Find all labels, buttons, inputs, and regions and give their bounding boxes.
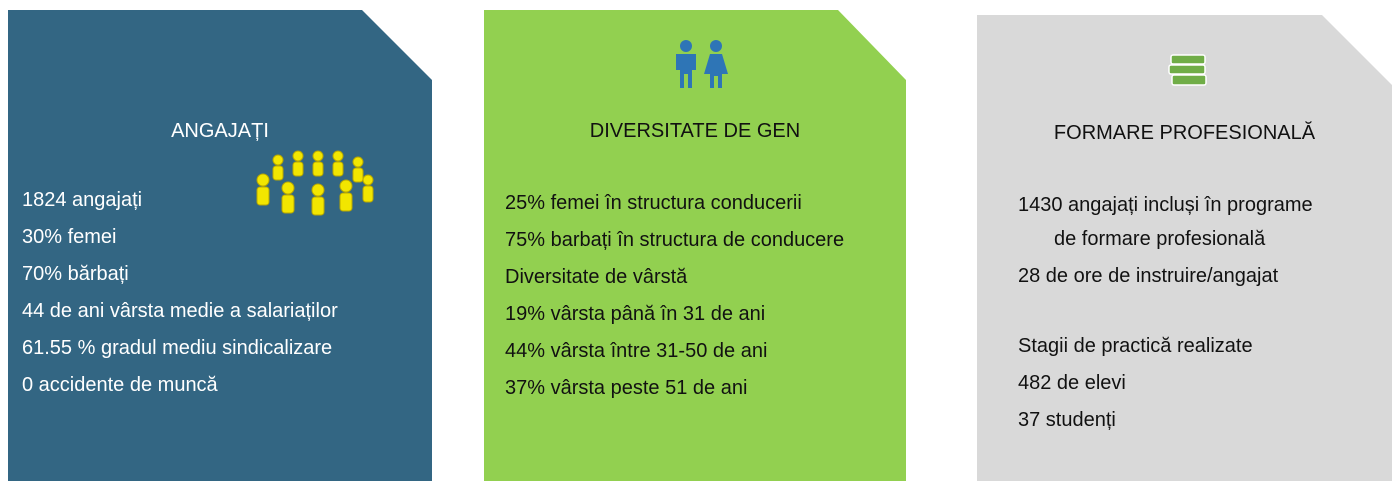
item-list: 25% femei în structura conducerii 75% ba… <box>505 186 881 408</box>
books-icon <box>1167 53 1211 89</box>
item: 1824 angajați <box>22 183 348 217</box>
panel-title: FORMARE PROFESIONALĂ <box>977 122 1392 145</box>
item: 482 de elevi <box>1018 366 1319 400</box>
item: 61.55 % gradul mediu sindicalizare <box>22 331 348 365</box>
item: 0 accidente de muncă <box>22 368 348 402</box>
gender-panel: DIVERSITATE DE GEN 25% femei în structur… <box>484 10 906 481</box>
item: 44% vârsta între 31-50 de ani <box>505 334 881 368</box>
item: 70% bărbați <box>22 257 348 291</box>
panel-title: ANGAJAȚI <box>8 120 432 143</box>
item: Stagii de practică realizate <box>1018 329 1319 363</box>
item-list: 1824 angajați 30% femei 70% bărbați 44 d… <box>22 183 348 405</box>
people-icon <box>670 40 734 88</box>
item: Diversitate de vârstă <box>505 260 881 294</box>
item: 37 studenți <box>1018 403 1319 437</box>
item-list: 1430 angajați incluși în programe de for… <box>1018 188 1319 440</box>
item: 19% vârsta până în 31 de ani <box>505 297 881 331</box>
item: 30% femei <box>22 220 348 254</box>
item: 25% femei în structura conducerii <box>505 186 881 220</box>
item: 1430 angajați incluși în programe de for… <box>1018 188 1319 256</box>
training-panel: FORMARE PROFESIONALĂ 1430 angajați inclu… <box>977 15 1392 481</box>
employees-panel: ANGAJAȚI 1824 angajați 30% femei 70% băr… <box>8 10 432 481</box>
item: 75% barbați în structura de conducere <box>505 223 881 257</box>
item: 28 de ore de instruire/angajat <box>1018 259 1319 293</box>
page: ANGAJAȚI 1824 angajați 30% femei 70% băr… <box>0 0 1392 481</box>
item: 44 de ani vârsta medie a salariaților <box>22 294 348 328</box>
item: 37% vârsta peste 51 de ani <box>505 371 881 405</box>
panel-title: DIVERSITATE DE GEN <box>484 120 906 143</box>
